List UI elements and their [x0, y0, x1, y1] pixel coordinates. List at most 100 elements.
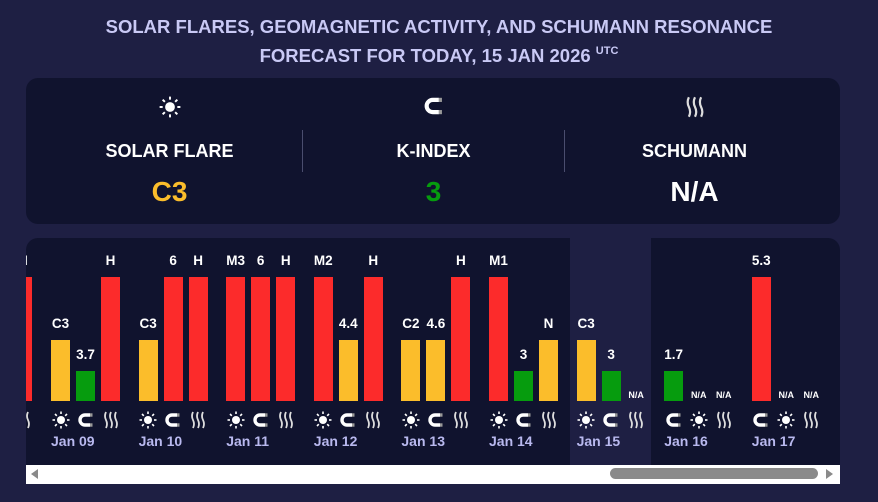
sun-bar[interactable]: [401, 340, 421, 401]
bar-value-label: H: [368, 253, 379, 268]
summary-k-index: K-INDEX 3: [298, 78, 569, 224]
schumann-bar[interactable]: [451, 277, 471, 401]
schumann-bar[interactable]: [188, 277, 208, 401]
bar-value-label: 6: [169, 253, 177, 268]
waves-icon: [802, 411, 821, 429]
bar-value-label: M2: [313, 253, 333, 268]
bar-value-label: H: [456, 253, 466, 268]
magnet-icon: [752, 412, 771, 428]
bar-value-label: H: [26, 253, 43, 268]
bar-value-label: 5.3: [751, 253, 771, 268]
k-bar[interactable]: [251, 277, 271, 401]
bar-value-label: 1.7: [664, 347, 684, 362]
bar-value-label: 4.4: [338, 316, 358, 331]
magnet-icon: [251, 412, 270, 428]
sun-bar[interactable]: [576, 340, 596, 401]
sun-icon: [401, 411, 420, 429]
sun-bar[interactable]: [489, 277, 508, 401]
divider: [564, 130, 565, 172]
summary-label: SCHUMANN: [642, 141, 747, 161]
title-date: FORECAST FOR TODAY, 15 JAN 2026: [259, 45, 591, 66]
k-bar[interactable]: [751, 277, 771, 401]
sun-icon: [34, 96, 305, 118]
schumann-bar[interactable]: [363, 277, 383, 401]
summary-label: K-INDEX: [396, 141, 471, 161]
title-line-2: FORECAST FOR TODAY, 15 JAN 2026 UTC: [0, 39, 878, 68]
summary-label: SOLAR FLARE: [105, 141, 234, 161]
magnet-icon: [298, 96, 569, 118]
summary-solar-flare: SOLAR FLARE C3: [34, 78, 305, 224]
scroll-right-arrow[interactable]: [826, 469, 833, 479]
waves-icon: [539, 411, 558, 429]
day-date-label: Jan 16: [664, 433, 708, 449]
schumann-bar[interactable]: [26, 277, 33, 401]
magnet-icon: [664, 412, 683, 428]
schumann-bar[interactable]: [101, 277, 120, 401]
magnet-icon: [426, 412, 445, 428]
waves-icon: [276, 411, 295, 429]
k-bar[interactable]: [163, 277, 183, 401]
magnet-icon: [339, 412, 358, 428]
day-date-label: Jan 11: [226, 433, 270, 449]
bar-value-label: M1: [489, 253, 508, 268]
waves-icon: [714, 411, 733, 429]
bar-value-label: N/A: [690, 390, 707, 400]
bar-value-label: C2: [402, 316, 420, 331]
divider: [302, 130, 303, 172]
page-title: SOLAR FLARES, GEOMAGNETIC ACTIVITY, AND …: [0, 14, 878, 68]
bar-value-label: 3: [607, 347, 615, 362]
k-bar[interactable]: [76, 371, 95, 401]
summary-value: 3: [425, 176, 442, 207]
magnet-icon: [164, 412, 183, 428]
bar-value-label: N/A: [803, 390, 820, 400]
k-bar[interactable]: [426, 340, 446, 401]
day-date-label: Jan 13: [401, 433, 445, 449]
bar-value-label: C3: [577, 316, 595, 331]
k-bar[interactable]: [664, 371, 684, 401]
summary-value: N/A: [670, 176, 719, 207]
today-summary-card: SOLAR FLARE C3 K-INDEX 3 SCHUMANN N/A: [26, 78, 840, 224]
horizontal-scrollbar[interactable]: [26, 465, 840, 484]
sun-bar[interactable]: [226, 277, 246, 401]
bar-value-label: C3: [139, 316, 157, 331]
waves-icon: [101, 411, 120, 429]
bar-value-label: 6: [256, 253, 265, 268]
day-date-label: Jan 15: [576, 433, 621, 449]
summary-value: C3: [151, 176, 188, 207]
sun-icon: [51, 411, 70, 429]
summary-schumann: SCHUMANN N/A: [559, 78, 830, 224]
bar-value-label: M3: [226, 253, 246, 268]
scroll-left-arrow[interactable]: [31, 469, 38, 479]
k-bar[interactable]: [338, 340, 358, 401]
k-bar[interactable]: [601, 371, 621, 401]
sun-bar[interactable]: [51, 340, 70, 401]
magnet-icon: [76, 412, 95, 428]
waves-icon: [189, 411, 208, 429]
bar-value-label: N: [543, 316, 554, 331]
day-date-label: Jan 17: [751, 433, 796, 449]
k-bar[interactable]: [514, 371, 533, 401]
day-date-label: Jan 09: [51, 433, 95, 449]
magnet-icon: [602, 412, 621, 428]
sun-icon: [139, 411, 158, 429]
scrollbar-thumb[interactable]: [610, 468, 818, 479]
sun-bar[interactable]: [138, 340, 158, 401]
waves-icon: [559, 96, 830, 118]
schumann-bar[interactable]: [276, 277, 296, 401]
sun-icon: [577, 411, 596, 429]
sun-icon: [314, 411, 333, 429]
day-date-label: Jan 10: [138, 433, 183, 449]
schumann-bar[interactable]: [539, 340, 558, 401]
timezone-label: UTC: [595, 45, 619, 57]
bar-value-label: H: [280, 253, 291, 268]
sun-icon: [777, 411, 796, 429]
bar-value-label: N/A: [715, 390, 732, 400]
bar-value-label: 3.7: [76, 347, 95, 362]
sun-bar[interactable]: [313, 277, 333, 401]
sun-icon: [226, 411, 245, 429]
bar-value-label: H: [193, 253, 203, 268]
magnet-icon: [514, 412, 533, 428]
day-date-label: Jan 14: [489, 433, 533, 449]
waves-icon: [627, 411, 646, 429]
